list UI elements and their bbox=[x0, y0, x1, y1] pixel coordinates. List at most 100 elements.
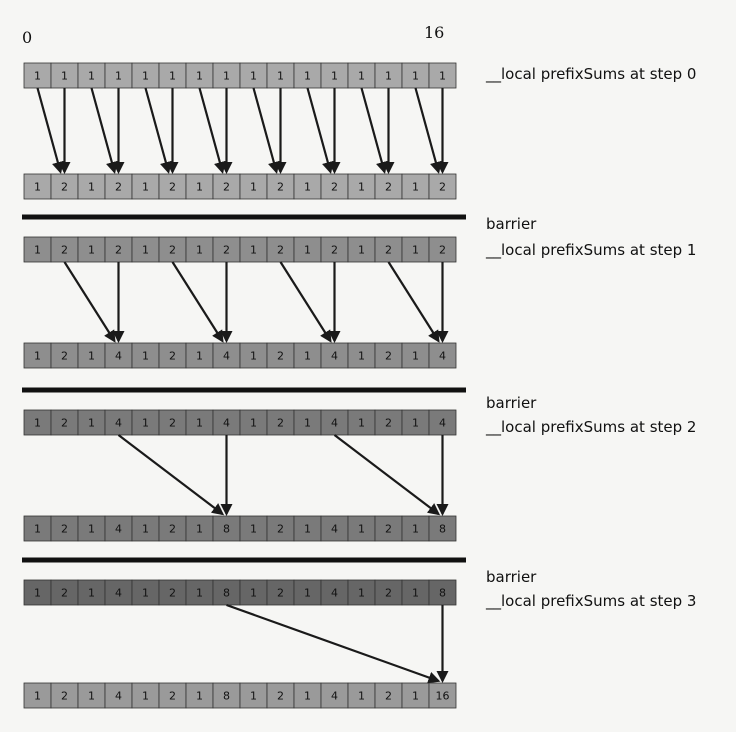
array-cell-value: 2 bbox=[169, 244, 176, 257]
array-row-1: 1 2 1 2 1 2 1 2 1 2 1 2 1 2 1 2 bbox=[23, 173, 457, 200]
array-cell-value: 2 bbox=[61, 587, 68, 600]
array-cell-value: 1 bbox=[358, 70, 365, 83]
step-0-label: __local prefixSums at step 0 bbox=[485, 65, 696, 84]
array-cell-value: 1 bbox=[358, 244, 365, 257]
array-cell-value: 1 bbox=[142, 181, 149, 194]
array-cell-value: 1 bbox=[196, 587, 203, 600]
array-cell-value: 1 bbox=[250, 587, 257, 600]
array-cell bbox=[104, 173, 133, 200]
array-cell bbox=[131, 173, 160, 200]
array-cell-value: 2 bbox=[439, 244, 446, 257]
array-cell-value: 1 bbox=[412, 70, 419, 83]
array-cell-value: 1 bbox=[196, 70, 203, 83]
array-cell-value: 2 bbox=[169, 181, 176, 194]
array-cell bbox=[212, 62, 241, 89]
array-cell bbox=[401, 579, 430, 606]
array-cell-value: 1 bbox=[196, 690, 203, 703]
array-cell-value: 2 bbox=[169, 417, 176, 430]
array-cell bbox=[239, 409, 268, 436]
array-cell bbox=[428, 682, 457, 709]
array-cell bbox=[185, 579, 214, 606]
array-row-0: 1 1 1 1 1 1 1 1 1 1 1 1 1 1 1 1 bbox=[23, 62, 457, 89]
array-cell-value: 1 bbox=[385, 70, 392, 83]
array-cell bbox=[212, 342, 241, 369]
array-cell-value: 2 bbox=[439, 181, 446, 194]
step-1-barrier-label: barrier bbox=[486, 215, 537, 233]
array-cell-value: 4 bbox=[331, 417, 338, 430]
array-cell bbox=[50, 409, 79, 436]
array-cell bbox=[347, 236, 376, 263]
array-cell-value: 2 bbox=[385, 350, 392, 363]
array-cell-value: 1 bbox=[250, 70, 257, 83]
array-cell-value: 1 bbox=[412, 417, 419, 430]
array-cell bbox=[50, 342, 79, 369]
array-cell-value: 8 bbox=[439, 523, 446, 536]
array-cell bbox=[158, 579, 187, 606]
array-cell bbox=[347, 579, 376, 606]
array-cell bbox=[428, 409, 457, 436]
array-cell bbox=[239, 236, 268, 263]
array-cell-value: 1 bbox=[412, 181, 419, 194]
array-cell bbox=[239, 682, 268, 709]
array-cell bbox=[185, 173, 214, 200]
array-cell-value: 1 bbox=[196, 181, 203, 194]
array-cell-value: 2 bbox=[277, 350, 284, 363]
array-cell bbox=[374, 62, 403, 89]
array-cell bbox=[320, 409, 349, 436]
barriers-layer bbox=[22, 214, 466, 563]
array-cell-value: 1 bbox=[304, 350, 311, 363]
array-cell-value: 2 bbox=[115, 181, 122, 194]
array-cell-value: 1 bbox=[358, 587, 365, 600]
array-cell-value: 1 bbox=[88, 587, 95, 600]
array-cell-value: 1 bbox=[358, 523, 365, 536]
array-cell-value: 1 bbox=[304, 181, 311, 194]
array-cell-value: 1 bbox=[169, 70, 176, 83]
array-cell-value: 1 bbox=[250, 690, 257, 703]
array-cell bbox=[77, 682, 106, 709]
add-arrow bbox=[36, 87, 64, 174]
array-cell bbox=[50, 62, 79, 89]
array-cell bbox=[347, 515, 376, 542]
array-cell bbox=[77, 173, 106, 200]
array-cell bbox=[428, 173, 457, 200]
array-cell-value: 4 bbox=[439, 417, 446, 430]
array-cell-value: 2 bbox=[277, 181, 284, 194]
array-cell-value: 1 bbox=[88, 690, 95, 703]
array-cell-value: 1 bbox=[358, 181, 365, 194]
array-cell bbox=[239, 173, 268, 200]
array-cell bbox=[23, 515, 52, 542]
array-cell bbox=[266, 409, 295, 436]
array-cell-value: 1 bbox=[412, 244, 419, 257]
array-cell bbox=[131, 409, 160, 436]
index-label-end: 16 bbox=[424, 23, 444, 42]
array-cell-value: 1 bbox=[34, 523, 41, 536]
array-cell bbox=[23, 342, 52, 369]
array-cell-value: 1 bbox=[142, 523, 149, 536]
array-cell bbox=[131, 342, 160, 369]
array-cell-value: 1 bbox=[88, 417, 95, 430]
array-cell-value: 8 bbox=[439, 587, 446, 600]
array-cell-value: 8 bbox=[223, 690, 230, 703]
array-cell-value: 1 bbox=[412, 350, 419, 363]
array-cell-value: 1 bbox=[412, 587, 419, 600]
array-cell-value: 4 bbox=[115, 523, 122, 536]
array-cell-value: 1 bbox=[304, 70, 311, 83]
array-cell-value: 2 bbox=[385, 417, 392, 430]
add-arrow bbox=[117, 434, 225, 516]
array-cell-value: 2 bbox=[61, 244, 68, 257]
array-cell-value: 1 bbox=[88, 70, 95, 83]
array-cell-value: 2 bbox=[115, 244, 122, 257]
add-arrow bbox=[252, 87, 280, 174]
array-row-5: 1 2 1 4 1 2 1 8 1 2 1 4 1 2 1 8 bbox=[23, 515, 457, 542]
index-label-start: 0 bbox=[22, 28, 32, 47]
array-cell bbox=[401, 515, 430, 542]
array-cell-value: 1 bbox=[304, 690, 311, 703]
array-cell-value: 2 bbox=[385, 690, 392, 703]
array-cell-value: 1 bbox=[358, 417, 365, 430]
array-cell-value: 1 bbox=[142, 417, 149, 430]
array-cell-value: 1 bbox=[196, 523, 203, 536]
array-cell bbox=[104, 682, 133, 709]
array-cell-value: 2 bbox=[277, 587, 284, 600]
array-cell bbox=[320, 579, 349, 606]
add-arrow bbox=[226, 603, 441, 684]
